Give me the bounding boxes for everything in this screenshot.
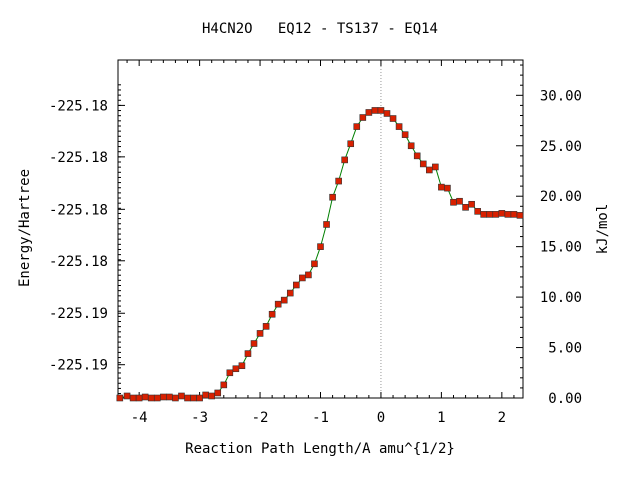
data-point-marker (123, 392, 131, 400)
data-point-marker (359, 114, 367, 121)
data-point-marker (147, 394, 155, 402)
data-point-marker (510, 211, 518, 218)
data-point-marker (341, 156, 348, 164)
data-point-marker (293, 281, 300, 289)
data-point-marker (377, 107, 385, 114)
data-point-marker (450, 198, 457, 206)
data-point-marker (468, 200, 475, 208)
data-point-marker (244, 350, 252, 357)
data-point-marker (395, 123, 403, 130)
data-point-marker (317, 243, 324, 250)
x-axis-label: Reaction Path Length/A amu^{1/2} (185, 441, 455, 457)
y-left-tick-label: -225.19 (49, 358, 108, 374)
data-point-marker (413, 152, 421, 160)
data-point-marker (256, 330, 264, 337)
data-point-marker (486, 211, 494, 218)
data-point-marker (516, 212, 524, 219)
data-point-marker (365, 109, 373, 116)
data-point-marker (129, 394, 137, 402)
data-point-marker (232, 365, 240, 373)
data-point-marker (492, 211, 500, 218)
data-point-marker (329, 193, 336, 201)
data-point-marker (456, 197, 463, 205)
data-point-marker (214, 389, 222, 397)
data-point-marker (286, 289, 294, 297)
data-point-marker (444, 184, 451, 192)
data-point-marker (474, 208, 481, 215)
data-point-marker (116, 394, 124, 402)
x-tick-label: 1 (437, 410, 445, 426)
data-point-marker (498, 210, 506, 217)
data-point-marker (305, 271, 312, 279)
x-tick-label: 2 (498, 410, 506, 426)
data-point-marker (220, 381, 228, 389)
data-point-marker (419, 160, 427, 168)
data-point-marker (480, 211, 488, 218)
data-point-marker (347, 140, 355, 148)
y-left-tick-label: -225.19 (49, 306, 108, 322)
x-tick-label: -1 (312, 410, 329, 426)
data-point-marker (172, 394, 179, 402)
data-point-marker (371, 107, 379, 114)
data-point-marker (311, 260, 318, 268)
data-point-marker (432, 163, 439, 171)
data-point-marker (504, 211, 512, 218)
data-point-marker (135, 394, 143, 402)
data-point-marker (141, 393, 149, 401)
y-right-tick-label: 30.00 (540, 88, 582, 104)
y-right-tick-label: 20.00 (540, 189, 582, 205)
data-point-marker (274, 300, 282, 308)
y-axis-label-left: Energy/Hartree (17, 169, 33, 287)
data-point-marker (438, 183, 445, 191)
data-point-marker (383, 110, 391, 117)
y-right-tick-label: 10.00 (540, 290, 582, 306)
data-point-marker (238, 362, 246, 370)
data-point-marker (190, 394, 197, 402)
plot-frame (117, 59, 524, 399)
data-point-marker (226, 369, 234, 377)
x-tick-label: -2 (252, 410, 269, 426)
data-point-marker (299, 274, 306, 282)
chart-title: H4CN2O EQ12 - TS137 - EQ14 (202, 21, 438, 37)
data-point-marker (401, 131, 409, 138)
data-point-marker (250, 340, 258, 347)
data-point-marker (335, 177, 342, 185)
data-point-marker (268, 310, 276, 318)
data-point-marker (262, 323, 270, 330)
data-point-marker (208, 392, 215, 400)
data-point-marker (153, 394, 161, 402)
y-left-tick-label: -225.18 (49, 98, 108, 114)
y-right-tick-label: 25.00 (540, 139, 582, 155)
data-point-marker (184, 394, 191, 402)
data-point-marker (462, 204, 469, 211)
data-point-marker (389, 115, 397, 122)
y-right-tick-label: 0.00 (548, 391, 582, 407)
x-tick-label: 0 (377, 410, 385, 426)
data-point-marker (280, 296, 288, 304)
data-point-marker (353, 123, 361, 130)
y-right-tick-label: 5.00 (548, 341, 582, 357)
x-tick-label: -4 (131, 410, 148, 426)
x-tick-label: -3 (191, 410, 208, 426)
data-point-marker (196, 394, 203, 402)
y-left-tick-label: -225.18 (49, 202, 108, 218)
data-point-marker (202, 391, 209, 399)
data-point-marker (407, 142, 415, 150)
y-left-tick-label: -225.18 (49, 254, 108, 270)
y-right-tick-label: 15.00 (540, 240, 582, 256)
y-left-tick-label: -225.18 (49, 150, 108, 166)
data-point-marker (166, 393, 173, 401)
y-axis-label-right: kJ/mol (595, 204, 611, 255)
plot-area: -4 -3 -2 -1 0 1 2 -225.18 -225.18 -225.18 -225.18 -… (49, 59, 582, 426)
data-point-marker (160, 393, 167, 401)
data-point-marker (178, 392, 185, 400)
energy-profile-line (119, 109, 521, 399)
data-point-marker (426, 166, 433, 174)
data-point-marker (323, 221, 330, 228)
